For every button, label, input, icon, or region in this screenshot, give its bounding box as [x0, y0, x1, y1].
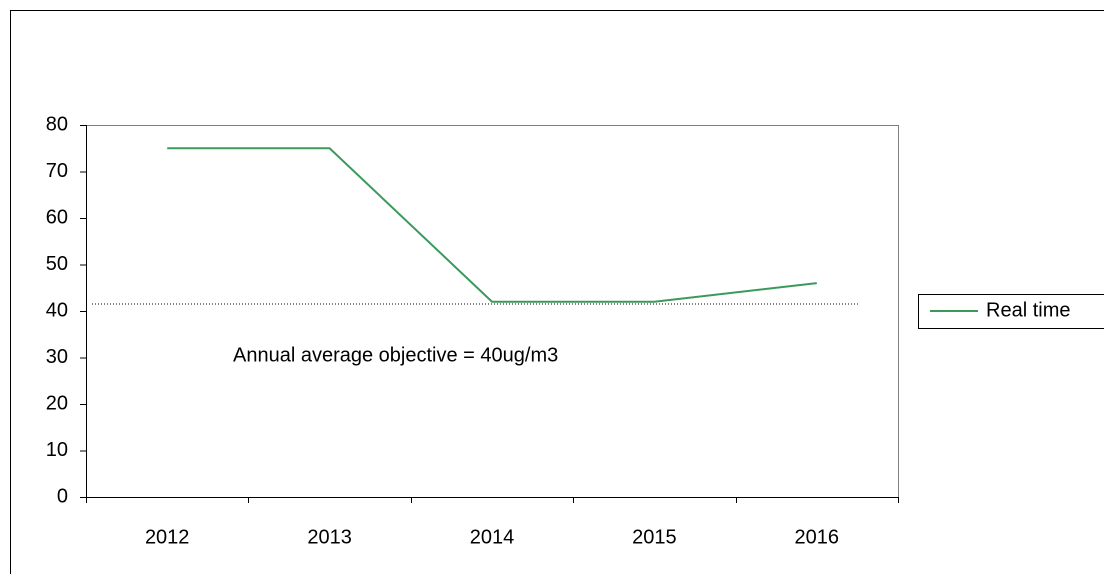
y-tick-label: 20: [46, 392, 68, 414]
y-tick-label: 30: [46, 346, 68, 368]
y-tick-label: 70: [46, 160, 68, 182]
y-tick-label: 50: [46, 253, 68, 275]
legend-label: Real time: [986, 299, 1070, 321]
y-tick-label: 0: [57, 485, 68, 507]
x-tick-label: 2016: [795, 526, 840, 548]
y-tick-label: 40: [46, 299, 68, 321]
y-tick-label: 10: [46, 439, 68, 461]
y-tick-label: 60: [46, 206, 68, 228]
x-tick-label: 2014: [470, 526, 515, 548]
x-tick-label: 2012: [145, 526, 190, 548]
plot-area: [86, 125, 899, 498]
x-tick-label: 2013: [307, 526, 352, 548]
reference-label: Annual average objective = 40ug/m3: [233, 344, 558, 366]
y-tick-label: 80: [46, 113, 68, 135]
series-line: [167, 147, 817, 303]
x-tick-label: 2015: [632, 526, 677, 548]
